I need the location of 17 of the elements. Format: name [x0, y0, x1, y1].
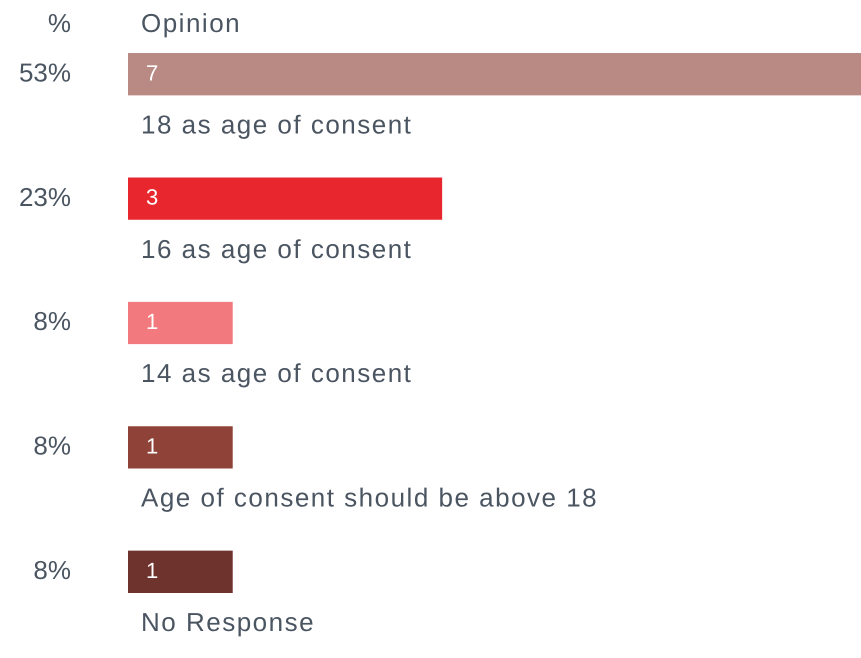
y-tick-label: Age of consent should be above 18	[141, 482, 598, 513]
text: 23%	[18, 182, 71, 212]
data-label: 1	[146, 558, 158, 583]
y-tick-label: No Response	[141, 606, 316, 637]
data-label: 3	[146, 184, 158, 210]
data-label: 1	[146, 309, 158, 334]
text: %	[48, 8, 71, 38]
text: 8%	[33, 430, 71, 461]
y-tick-label: 14 as age of consent	[141, 358, 412, 388]
text: 8%	[33, 554, 71, 585]
data-label: 7	[146, 60, 158, 86]
y-tick-label: 18 as age of consent	[141, 109, 412, 140]
data-label: 1	[146, 433, 158, 458]
text: 53%	[18, 57, 71, 88]
y-axis-title: Opinion	[141, 8, 242, 38]
y-tick-label: 16 as age of consent	[141, 234, 412, 264]
text: 8%	[33, 306, 71, 336]
